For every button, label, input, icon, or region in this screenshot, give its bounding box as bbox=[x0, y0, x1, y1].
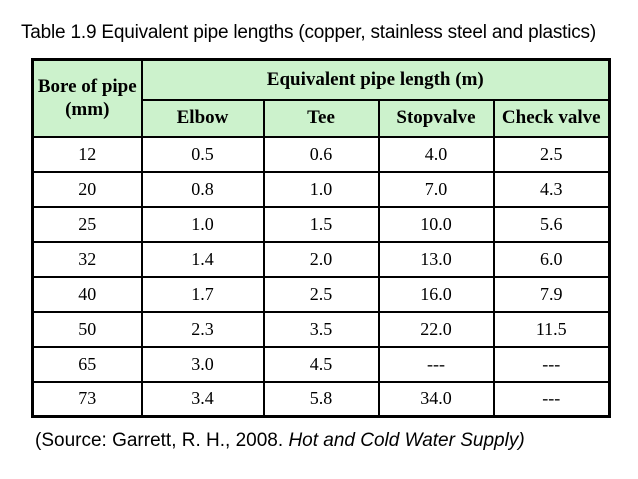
cell-check-valve: 7.9 bbox=[492, 275, 611, 313]
page-title: Table 1.9 Equivalent pipe lengths (coppe… bbox=[21, 22, 596, 43]
cell-stopvalve: 10.0 bbox=[377, 205, 495, 243]
cell-elbow: 2.3 bbox=[140, 310, 265, 348]
header-bore-line2: (mm) bbox=[65, 99, 110, 121]
cell-check-valve: 6.0 bbox=[492, 240, 611, 278]
header-stopvalve: Stopvalve bbox=[377, 98, 495, 138]
header-check-valve: Check valve bbox=[492, 98, 611, 138]
header-row-top: Bore of pipe (mm) Equivalent pipe length… bbox=[31, 58, 611, 138]
cell-bore: 65 bbox=[31, 345, 143, 383]
cell-stopvalve: 34.0 bbox=[377, 380, 495, 418]
cell-bore: 73 bbox=[31, 380, 143, 418]
cell-stopvalve: 4.0 bbox=[377, 135, 495, 173]
cell-bore: 40 bbox=[31, 275, 143, 313]
table-row: 50 2.3 3.5 22.0 11.5 bbox=[31, 310, 611, 348]
header-bore-of-pipe: Bore of pipe (mm) bbox=[31, 58, 143, 138]
cell-check-valve: --- bbox=[492, 380, 611, 418]
header-bore-line1: Bore of pipe bbox=[37, 75, 137, 97]
cell-elbow: 1.4 bbox=[140, 240, 265, 278]
cell-tee: 5.8 bbox=[262, 380, 380, 418]
cell-check-valve: 2.5 bbox=[492, 135, 611, 173]
cell-elbow: 0.8 bbox=[140, 170, 265, 208]
header-elbow: Elbow bbox=[140, 98, 265, 138]
table-row: 25 1.0 1.5 10.0 5.6 bbox=[31, 205, 611, 243]
table-row: 73 3.4 5.8 34.0 --- bbox=[31, 380, 611, 418]
table-row: 32 1.4 2.0 13.0 6.0 bbox=[31, 240, 611, 278]
cell-tee: 3.5 bbox=[262, 310, 380, 348]
cell-tee: 0.6 bbox=[262, 135, 380, 173]
cell-elbow: 1.7 bbox=[140, 275, 265, 313]
cell-tee: 1.5 bbox=[262, 205, 380, 243]
source-book-title: Hot and Cold Water Supply) bbox=[288, 430, 525, 451]
cell-tee: 2.5 bbox=[262, 275, 380, 313]
cell-tee: 1.0 bbox=[262, 170, 380, 208]
cell-check-valve: 4.3 bbox=[492, 170, 611, 208]
source-citation: (Source: Garrett, R. H., 2008. Hot and C… bbox=[35, 430, 525, 452]
cell-check-valve: --- bbox=[492, 345, 611, 383]
cell-stopvalve: 7.0 bbox=[377, 170, 495, 208]
table-row: 65 3.0 4.5 --- --- bbox=[31, 345, 611, 383]
cell-check-valve: 11.5 bbox=[492, 310, 611, 348]
table-row: 20 0.8 1.0 7.0 4.3 bbox=[31, 170, 611, 208]
table-row: 12 0.5 0.6 4.0 2.5 bbox=[31, 135, 611, 173]
cell-elbow: 1.0 bbox=[140, 205, 265, 243]
cell-bore: 50 bbox=[31, 310, 143, 348]
cell-elbow: 0.5 bbox=[140, 135, 265, 173]
cell-bore: 12 bbox=[31, 135, 143, 173]
cell-bore: 32 bbox=[31, 240, 143, 278]
cell-stopvalve: 22.0 bbox=[377, 310, 495, 348]
cell-elbow: 3.0 bbox=[140, 345, 265, 383]
cell-check-valve: 5.6 bbox=[492, 205, 611, 243]
header-tee: Tee bbox=[262, 98, 380, 138]
cell-bore: 20 bbox=[31, 170, 143, 208]
cell-bore: 25 bbox=[31, 205, 143, 243]
pipe-lengths-table: Bore of pipe (mm) Equivalent pipe length… bbox=[31, 58, 612, 418]
table-row: 40 1.7 2.5 16.0 7.9 bbox=[31, 275, 611, 313]
cell-stopvalve: --- bbox=[377, 345, 495, 383]
header-row-sub: Elbow Tee Stopvalve Check valve bbox=[33, 98, 611, 138]
cell-tee: 4.5 bbox=[262, 345, 380, 383]
header-equivalent-pipe-length: Equivalent pipe length (m) bbox=[140, 58, 611, 101]
cell-stopvalve: 16.0 bbox=[377, 275, 495, 313]
cell-tee: 2.0 bbox=[262, 240, 380, 278]
source-prefix: (Source: Garrett, R. H., 2008. bbox=[35, 430, 289, 451]
cell-elbow: 3.4 bbox=[140, 380, 265, 418]
cell-stopvalve: 13.0 bbox=[377, 240, 495, 278]
